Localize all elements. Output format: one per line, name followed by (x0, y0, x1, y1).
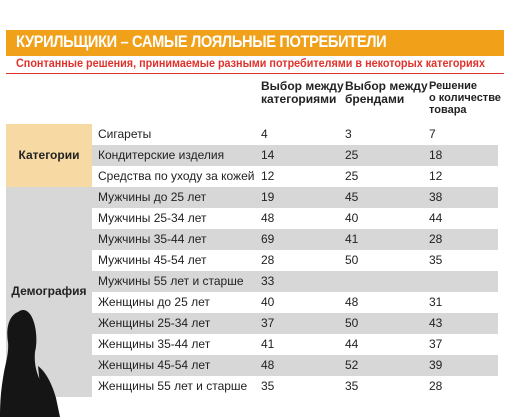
cell-value: 28 (429, 232, 443, 246)
cell-value: 25 (345, 148, 359, 162)
cell-value: 44 (345, 337, 359, 351)
column-header-brands-choice: Выбор между брендами (345, 80, 428, 106)
row-label: Мужчины 45-54 лет (98, 253, 207, 267)
table-row: Женщины до 25 лет 40 48 31 (92, 292, 498, 313)
row-label: Кондитерские изделия (98, 148, 225, 162)
table-row: Мужчины 45-54 лет 28 50 35 (92, 250, 498, 271)
table-row: Женщины 35-44 лет 41 44 37 (92, 334, 498, 355)
group-label-text: Категории (18, 147, 80, 162)
table-row: Мужчины до 25 лет 19 45 38 (92, 187, 498, 208)
woman-silhouette-image (0, 309, 60, 417)
row-label: Средства по уходу за кожей (98, 169, 255, 183)
cell-value: 19 (261, 190, 275, 204)
column-header-line: о количестве (429, 92, 501, 104)
cell-value: 50 (345, 253, 359, 267)
column-header-line: Выбор между (345, 79, 428, 93)
cell-value: 50 (345, 316, 359, 330)
column-header-line: Решение (429, 80, 477, 92)
cell-value: 14 (261, 148, 275, 162)
page-subtitle: Спонтанные решения, принимаемые разными … (16, 56, 485, 70)
table-row: Женщины 45-54 лет 48 52 39 (92, 355, 498, 376)
cell-value: 28 (429, 379, 443, 393)
row-label: Женщины до 25 лет (98, 295, 210, 309)
page-title: КУРИЛЬЩИКИ – САМЫЕ ЛОЯЛЬНЫЕ ПОТРЕБИТЕЛИ (16, 32, 387, 51)
cell-value: 52 (345, 358, 359, 372)
group-label-categories: Категории (6, 124, 92, 187)
table-row: Кондитерские изделия 14 25 18 (92, 145, 498, 166)
cell-value: 40 (345, 211, 359, 225)
cell-value: 37 (261, 316, 275, 330)
column-header-line: категориями (261, 92, 337, 106)
column-header-line: товара (429, 104, 467, 116)
table-row: Женщины 55 лет и старше 35 35 28 (92, 376, 498, 397)
cell-value: 45 (345, 190, 359, 204)
row-label: Сигареты (98, 127, 152, 141)
row-label: Женщины 45-54 лет (98, 358, 211, 372)
title-bar: КУРИЛЬЩИКИ – САМЫЕ ЛОЯЛЬНЫЕ ПОТРЕБИТЕЛИ (6, 30, 504, 56)
row-label: Женщины 35-44 лет (98, 337, 211, 351)
column-header-line: брендами (345, 92, 405, 106)
cell-value: 40 (261, 295, 275, 309)
row-label: Мужчины 55 лет и старше (98, 274, 244, 288)
cell-value: 69 (261, 232, 275, 246)
column-header-categories-choice: Выбор между категориями (261, 80, 344, 106)
table-row: Мужчины 55 лет и старше 33 (92, 271, 498, 292)
cell-value: 41 (345, 232, 359, 246)
group-label-text: Демография (11, 284, 87, 298)
cell-value: 18 (429, 148, 443, 162)
cell-value: 4 (261, 127, 268, 141)
cell-value: 33 (261, 274, 275, 288)
column-header-line: Выбор между (261, 79, 344, 93)
cell-value: 35 (345, 379, 359, 393)
cell-value: 41 (261, 337, 275, 351)
table-row: Мужчины 35-44 лет 69 41 28 (92, 229, 498, 250)
cell-value: 31 (429, 295, 443, 309)
table-row: Мужчины 25-34 лет 48 40 44 (92, 208, 498, 229)
cell-value: 12 (261, 169, 275, 183)
row-label: Мужчины 25-34 лет (98, 211, 207, 225)
cell-value: 48 (261, 211, 275, 225)
cell-value: 39 (429, 358, 443, 372)
cell-value: 25 (345, 169, 359, 183)
cell-value: 38 (429, 190, 443, 204)
cell-value: 48 (345, 295, 359, 309)
row-label: Женщины 25-34 лет (98, 316, 211, 330)
cell-value: 12 (429, 169, 443, 183)
row-label: Мужчины до 25 лет (98, 190, 207, 204)
table-row: Сигареты 4 3 7 (92, 124, 498, 145)
table-row: Женщины 25-34 лет 37 50 43 (92, 313, 498, 334)
subtitle-divider (6, 73, 504, 74)
cell-value: 35 (429, 253, 443, 267)
row-label: Женщины 55 лет и старше (98, 379, 248, 393)
cell-value: 28 (261, 253, 275, 267)
table-row: Средства по уходу за кожей 12 25 12 (92, 166, 498, 187)
cell-value: 7 (429, 127, 436, 141)
cell-value: 43 (429, 316, 443, 330)
row-label: Мужчины 35-44 лет (98, 232, 207, 246)
cell-value: 48 (261, 358, 275, 372)
cell-value: 3 (345, 127, 352, 141)
cell-value: 35 (261, 379, 275, 393)
cell-value: 44 (429, 211, 443, 225)
cell-value: 37 (429, 337, 443, 351)
column-header-quantity-decision: Решение о количестве товара (429, 80, 501, 116)
